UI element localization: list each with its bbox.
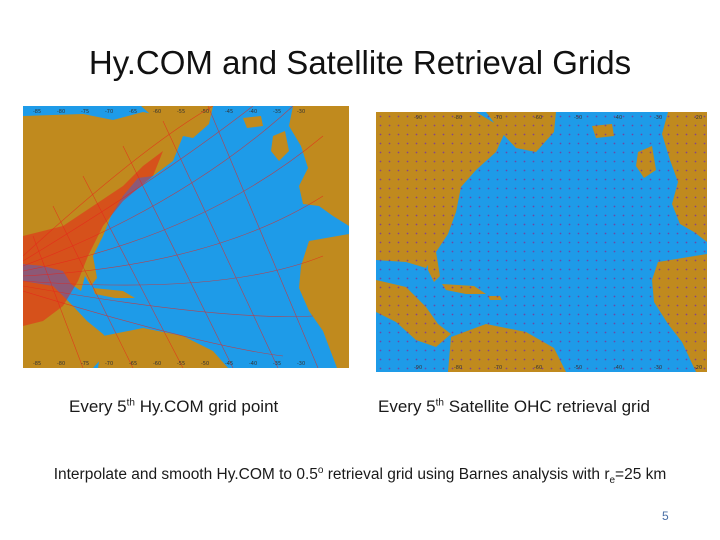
svg-text:-65: -65 (129, 361, 137, 367)
page-number: 5 (662, 509, 669, 523)
satellite-caption-prefix: Every 5 (378, 397, 436, 416)
svg-text:-60: -60 (534, 115, 542, 121)
satellite-grid-map: -90 -80 -70 -60 -50 -40 -30 -20 -90 -80 -70 -60… (376, 112, 707, 372)
svg-text:-35: -35 (273, 361, 281, 367)
svg-text:-20: -20 (694, 365, 702, 371)
note-subscript: e (609, 475, 616, 487)
satellite-caption-sup: th (435, 397, 444, 409)
svg-text:-40: -40 (614, 365, 622, 371)
svg-text:-75: -75 (81, 109, 89, 115)
svg-text:-50: -50 (201, 109, 209, 115)
svg-text:-65: -65 (129, 109, 137, 115)
svg-text:-70: -70 (105, 109, 113, 115)
note-part2: retrieval grid using Barnes analysis wit… (323, 466, 610, 483)
note-degree: o (317, 464, 324, 476)
hycom-grid-map: -85 -80 -75 -70 -65 -60 -55 -50 -45 -40 -35 -30 … (23, 106, 349, 368)
svg-text:-45: -45 (225, 361, 233, 367)
interpolation-note: Interpolate and smooth Hy.COM to 0.5o re… (0, 464, 720, 487)
satellite-caption: Every 5th Satellite OHC retrieval grid (378, 397, 650, 417)
svg-text:-35: -35 (273, 109, 281, 115)
svg-text:-40: -40 (249, 109, 257, 115)
svg-text:-90: -90 (414, 115, 422, 121)
svg-text:-40: -40 (249, 361, 257, 367)
hycom-caption-suffix: Hy.COM grid point (134, 397, 279, 416)
svg-text:-75: -75 (81, 361, 89, 367)
svg-text:-80: -80 (454, 115, 462, 121)
hycom-caption: Every 5th Hy.COM grid point (69, 397, 278, 417)
svg-text:-60: -60 (534, 365, 542, 371)
svg-text:-20: -20 (694, 115, 702, 121)
svg-text:-80: -80 (454, 365, 462, 371)
svg-text:-30: -30 (297, 109, 305, 115)
satellite-grid-map-svg: -90 -80 -70 -60 -50 -40 -30 -20 -90 -80 -70 -60… (376, 112, 707, 372)
svg-text:-50: -50 (201, 361, 209, 367)
note-part1: Interpolate and smooth Hy.COM to 0.5 (53, 466, 318, 483)
svg-text:-50: -50 (574, 115, 582, 121)
satellite-caption-suffix: Satellite OHC retrieval grid (443, 397, 650, 416)
svg-text:-80: -80 (57, 361, 65, 367)
hycom-caption-prefix: Every 5 (69, 397, 127, 416)
svg-text:-85: -85 (33, 109, 41, 115)
hycom-grid-map-svg: -85 -80 -75 -70 -65 -60 -55 -50 -45 -40 -35 -30 … (23, 106, 349, 368)
svg-text:-70: -70 (105, 361, 113, 367)
hycom-caption-sup: th (126, 397, 135, 409)
slide-title: Hy.COM and Satellite Retrieval Grids (88, 44, 632, 81)
svg-text:-30: -30 (297, 361, 305, 367)
svg-text:-55: -55 (177, 361, 185, 367)
svg-text:-80: -80 (57, 109, 65, 115)
svg-text:-85: -85 (33, 361, 41, 367)
svg-text:-30: -30 (654, 115, 662, 121)
svg-text:-60: -60 (153, 109, 161, 115)
note-part3: =25 km (615, 466, 667, 483)
svg-text:-45: -45 (225, 109, 233, 115)
svg-text:-55: -55 (177, 109, 185, 115)
svg-text:-60: -60 (153, 361, 161, 367)
svg-text:-30: -30 (654, 365, 662, 371)
svg-text:-70: -70 (494, 115, 502, 121)
svg-text:-70: -70 (494, 365, 502, 371)
svg-text:-40: -40 (614, 115, 622, 121)
svg-text:-90: -90 (414, 365, 422, 371)
svg-text:-50: -50 (574, 365, 582, 371)
